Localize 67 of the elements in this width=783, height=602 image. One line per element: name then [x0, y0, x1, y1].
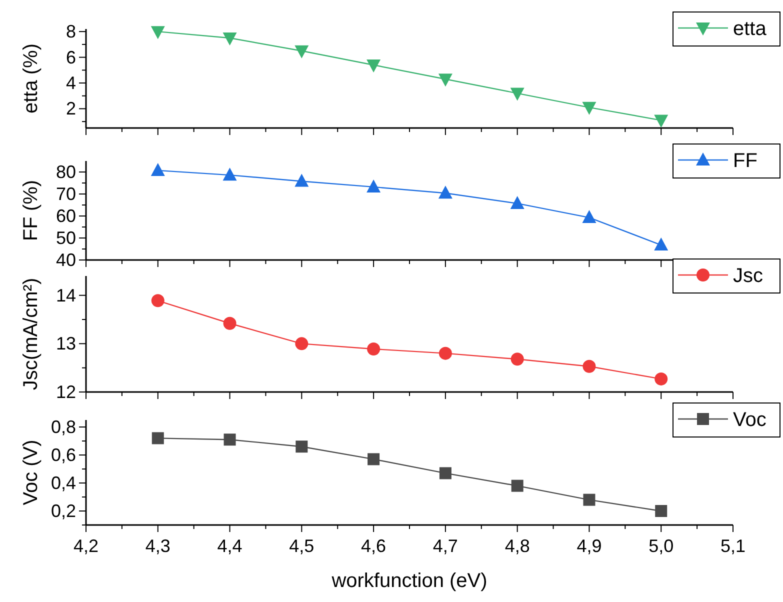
- point: [151, 294, 164, 308]
- point: [224, 434, 236, 446]
- y-axis-title: Jsc(mA/cm²): [20, 278, 42, 390]
- point: [366, 60, 381, 72]
- y-tick-label: 0,8: [50, 417, 76, 437]
- point: [295, 337, 308, 350]
- point: [583, 494, 596, 506]
- point: [222, 32, 237, 46]
- legend-label: etta: [733, 18, 768, 40]
- x-tick-label: 4,6: [361, 536, 386, 556]
- point: [654, 114, 668, 128]
- y-tick-label: 14: [56, 285, 76, 306]
- y-tick-label: 80: [56, 162, 76, 182]
- x-tick-label: 4,8: [504, 536, 530, 556]
- y-axis-title: FF (%): [20, 180, 42, 242]
- x-tick-label: 5,0: [648, 536, 674, 556]
- y-axis-title: Voc (V): [20, 440, 42, 506]
- point: [294, 174, 309, 187]
- point: [222, 168, 237, 181]
- point: [367, 342, 380, 356]
- legend-label: Jsc: [733, 265, 763, 287]
- y-tick-label: 13: [56, 334, 76, 354]
- y-tick-label: 70: [56, 184, 76, 204]
- point: [438, 346, 452, 360]
- point: [511, 480, 524, 492]
- x-tick-label: 4,7: [432, 536, 458, 556]
- y-tick-label: 12: [56, 382, 76, 402]
- point: [654, 372, 668, 386]
- x-tick-label: 4,5: [289, 536, 314, 556]
- y-tick-label: 0,6: [50, 445, 76, 465]
- y-tick-label: 0,4: [50, 473, 76, 493]
- point: [438, 74, 452, 87]
- y-tick-label: 0,2: [50, 501, 76, 521]
- point: [366, 179, 381, 192]
- point: [582, 210, 596, 224]
- x-tick-label: 4,3: [145, 536, 170, 556]
- y-tick-label: 50: [56, 228, 76, 248]
- y-tick-label: 4: [66, 73, 76, 93]
- point: [368, 453, 380, 466]
- point: [296, 440, 308, 453]
- point: [582, 360, 596, 373]
- point: [582, 102, 596, 115]
- point: [654, 238, 668, 251]
- point: [510, 196, 524, 209]
- x-tick-label: 4,2: [73, 536, 99, 556]
- legend-label: FF: [733, 150, 758, 172]
- point: [150, 26, 165, 40]
- x-tick-label: 4,4: [217, 536, 242, 556]
- point: [150, 162, 165, 176]
- y-tick-label: 40: [56, 250, 76, 270]
- x-tick-label: 5,1: [720, 536, 746, 556]
- point: [438, 186, 452, 199]
- point: [294, 45, 309, 58]
- y-tick-label: 6: [66, 47, 76, 68]
- y-tick-label: 2: [66, 98, 76, 119]
- point: [510, 352, 524, 366]
- x-axis-title: workfunction (eV): [330, 570, 488, 592]
- y-axis-title: etta (%): [20, 43, 42, 114]
- x-tick-label: 4,9: [576, 536, 602, 556]
- y-tick-label: 8: [66, 22, 76, 42]
- point: [510, 88, 524, 101]
- y-tick-label: 60: [56, 206, 76, 226]
- legend-label: Voc: [733, 409, 766, 431]
- point: [655, 505, 668, 517]
- point: [152, 432, 164, 444]
- point: [223, 316, 236, 330]
- point: [439, 467, 452, 480]
